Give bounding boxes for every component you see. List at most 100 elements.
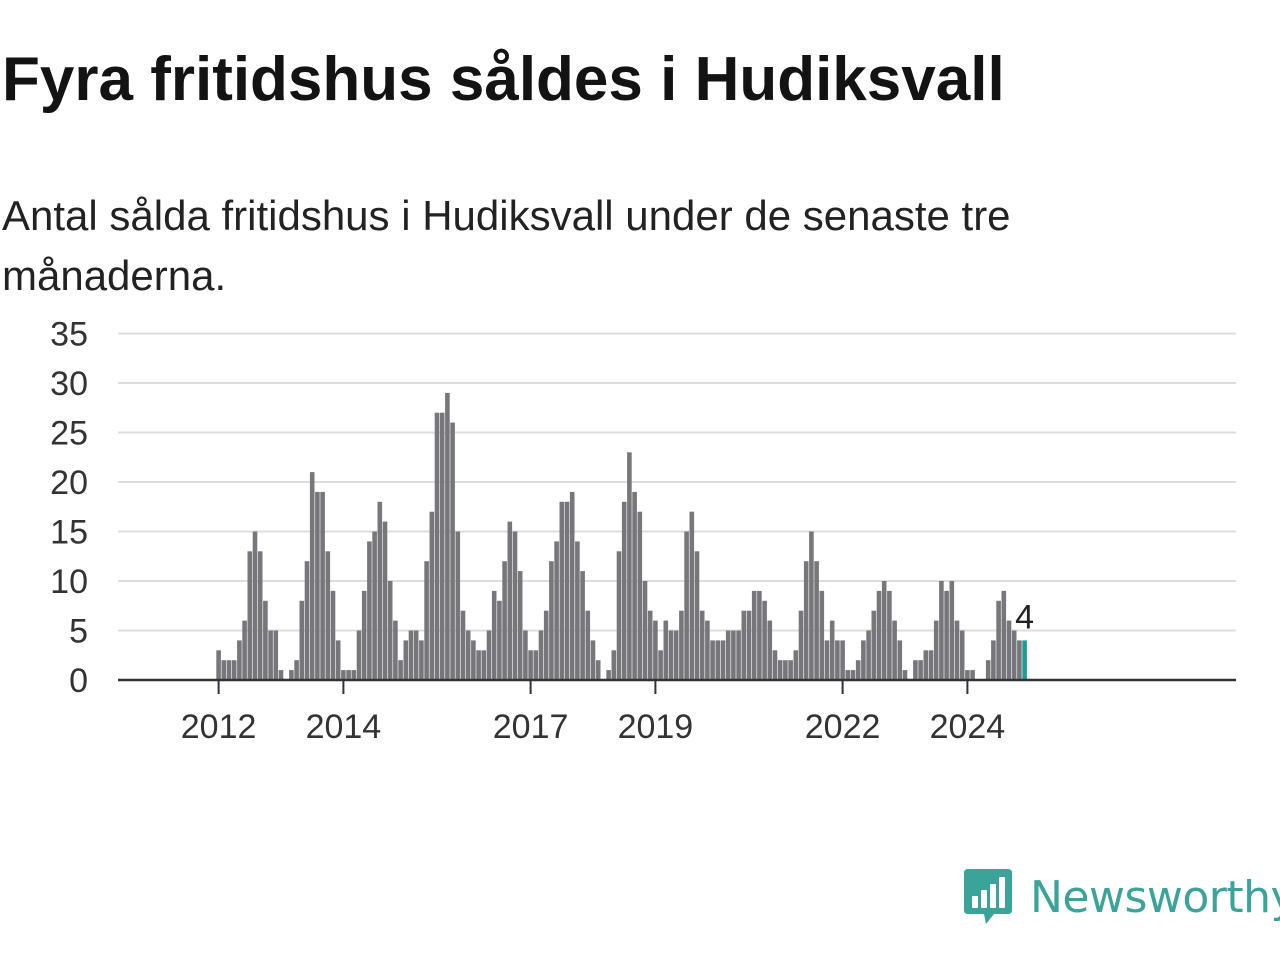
bar	[294, 660, 299, 680]
bar	[413, 630, 419, 680]
bar	[653, 620, 658, 680]
y-tick-label: 5	[69, 613, 88, 651]
bar	[481, 650, 487, 680]
bar	[679, 610, 684, 680]
bar	[595, 660, 601, 680]
bar	[434, 412, 440, 680]
bar	[954, 620, 960, 680]
bar	[419, 640, 424, 680]
bar	[590, 640, 596, 680]
bar-chart-speech-bubble-icon	[964, 869, 1012, 924]
bar	[226, 660, 232, 680]
bar	[1001, 590, 1007, 680]
bar	[637, 511, 643, 680]
bar	[684, 531, 689, 680]
bar	[897, 640, 903, 680]
bar	[575, 541, 580, 680]
bar	[299, 600, 305, 680]
bar	[538, 630, 544, 680]
bar	[372, 531, 377, 680]
bar	[242, 620, 247, 680]
bar	[341, 670, 346, 680]
bar	[1006, 620, 1012, 680]
bar	[913, 660, 918, 680]
bar	[439, 412, 445, 680]
x-tick-label: 2012	[181, 708, 257, 746]
bar	[403, 640, 409, 680]
bar	[580, 571, 585, 680]
bar	[689, 511, 695, 680]
bar	[512, 531, 518, 680]
y-tick-label: 25	[50, 415, 88, 453]
bar	[320, 491, 325, 680]
bar	[741, 610, 747, 680]
brand-logo: Newsworthy	[962, 862, 1280, 932]
bar	[445, 392, 450, 680]
bar	[237, 640, 242, 680]
bar-chart: 0 5 10 15 20 25 30 35 2012 2014 2017 2019 2022 2024 4	[50, 316, 1236, 746]
bar	[647, 610, 653, 680]
bar	[861, 640, 866, 680]
bar	[627, 452, 632, 680]
bar	[725, 630, 731, 680]
bar	[710, 640, 715, 680]
bar	[533, 650, 539, 680]
bar	[866, 630, 871, 680]
bar	[949, 581, 955, 680]
bar	[616, 551, 622, 680]
bar	[705, 620, 710, 680]
bar	[273, 630, 279, 680]
x-tick-label: 2022	[805, 708, 881, 746]
bar	[528, 650, 533, 680]
bar	[263, 600, 268, 680]
bar	[216, 650, 221, 680]
bar	[855, 660, 861, 680]
bar	[788, 660, 793, 680]
bar	[762, 600, 767, 680]
bar	[585, 610, 591, 680]
bar	[959, 630, 965, 680]
bar	[793, 650, 799, 680]
x-tick-label: 2019	[618, 708, 694, 746]
x-tick-label: 2014	[306, 708, 382, 746]
bar	[939, 581, 944, 680]
x-tick-label: 2024	[930, 708, 1006, 746]
bar	[351, 670, 357, 680]
bar	[746, 610, 752, 680]
chart-subtitle: Antal sålda fritidshus i Hudiksvall unde…	[2, 192, 1011, 299]
bar	[559, 501, 565, 680]
bar	[569, 491, 575, 680]
bar	[767, 620, 773, 680]
bar	[549, 561, 554, 680]
bar	[361, 590, 367, 680]
bar	[850, 670, 856, 680]
bar	[985, 660, 991, 680]
bar	[668, 630, 674, 680]
bar	[835, 640, 840, 680]
bar	[606, 670, 611, 680]
bar	[465, 630, 471, 680]
bar	[918, 660, 923, 680]
bar	[252, 531, 258, 680]
bar	[751, 590, 757, 680]
bar	[814, 561, 819, 680]
bar	[632, 491, 637, 680]
bar	[335, 640, 341, 680]
bar	[257, 551, 263, 680]
bar	[829, 620, 835, 680]
bar	[304, 561, 310, 680]
bar	[1017, 640, 1022, 680]
bar	[809, 531, 814, 680]
chart-title: Fyra fritidshus såldes i Hudiksvall	[2, 45, 1005, 114]
bar-latest	[1022, 640, 1027, 680]
bar	[424, 561, 429, 680]
bar	[497, 600, 502, 680]
bar	[309, 472, 315, 680]
bar	[471, 640, 476, 680]
y-tick-label: 0	[69, 662, 88, 700]
bar	[523, 630, 528, 680]
bar	[502, 561, 507, 680]
bar	[840, 640, 845, 680]
bar	[881, 581, 887, 680]
bar	[803, 561, 809, 680]
